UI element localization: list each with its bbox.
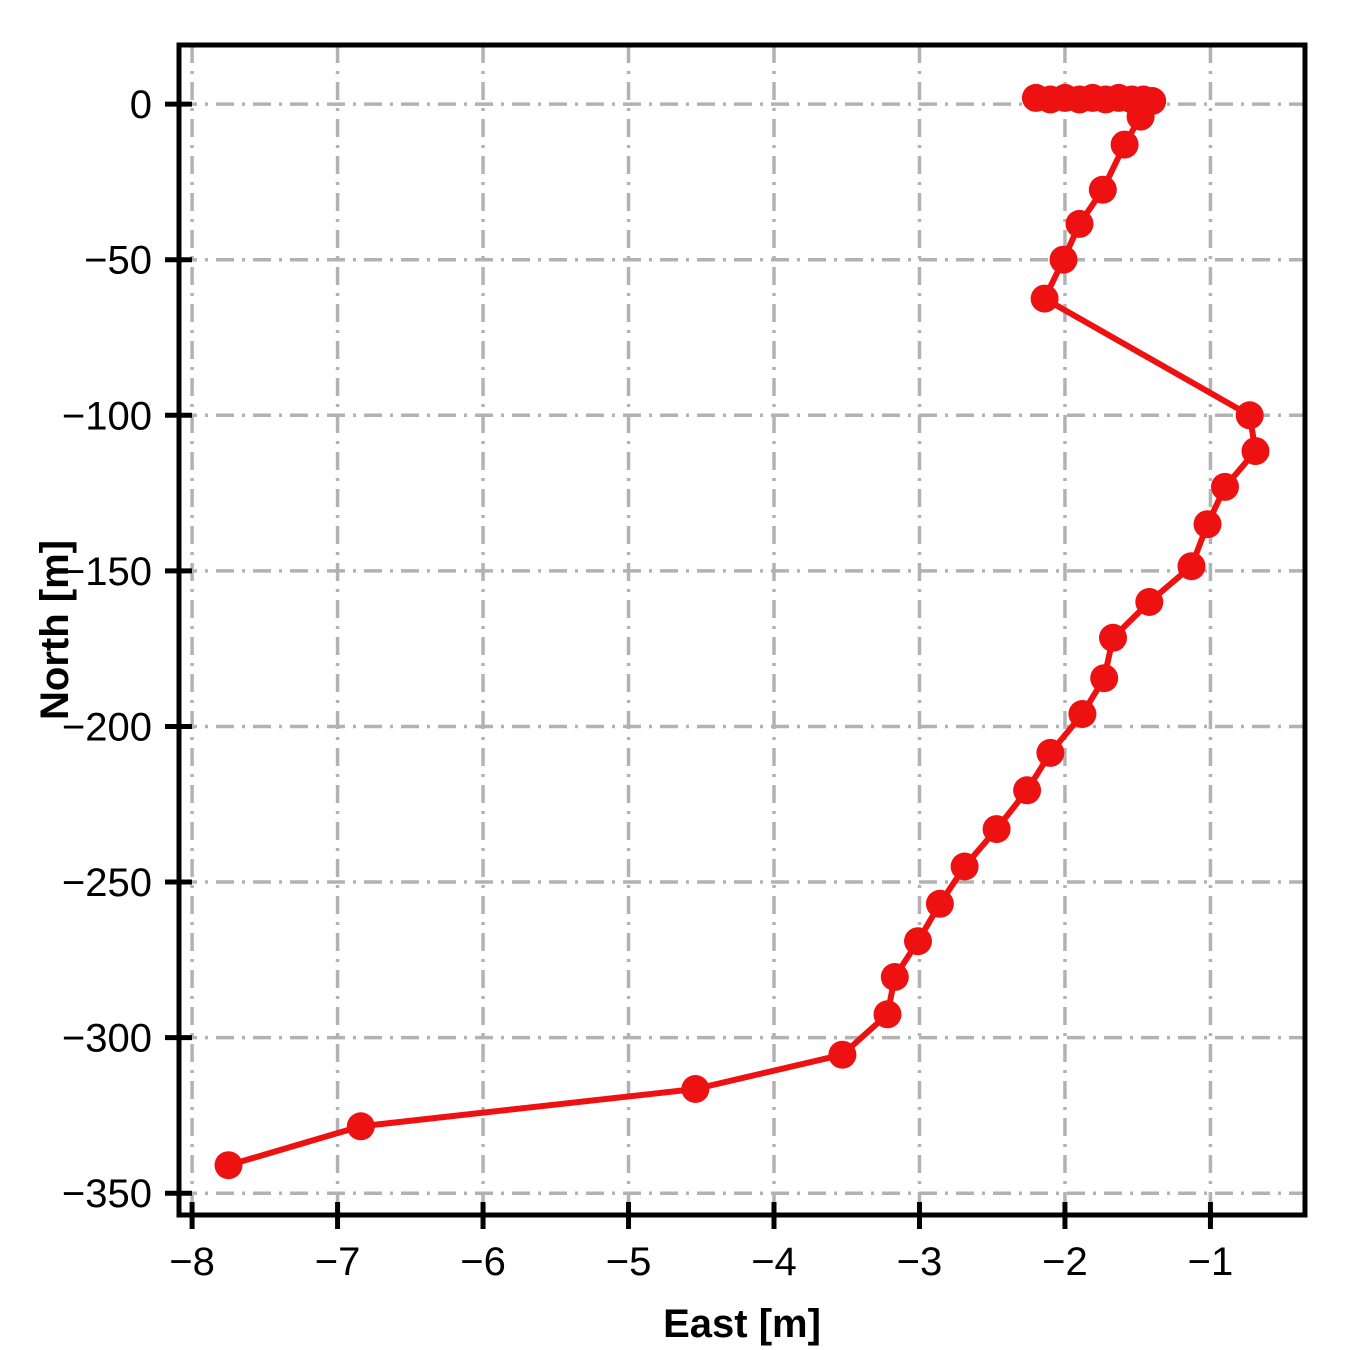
y-tick-label: −300 [62,1017,152,1061]
axes-frame [176,42,1308,1218]
grid-layer [179,45,1305,1215]
x-tick-label: −8 [169,1240,215,1284]
data-point [214,1151,243,1180]
y-axis-label: North [m] [33,540,77,720]
data-point [1211,472,1239,501]
data-point [1235,401,1264,430]
x-tick-label: −4 [751,1240,797,1284]
tick-layer [165,101,1213,1229]
y-tick-label: 0 [130,83,152,127]
data-point [828,1040,857,1069]
data-point [873,1000,902,1029]
data-point [1177,552,1206,581]
data-point [904,927,932,956]
x-tick-label: −2 [1042,1240,1088,1284]
data-point [1110,130,1139,159]
data-point [1241,437,1270,466]
data-point [1049,245,1078,274]
x-axis-label: East [m] [663,1302,821,1346]
y-tick-label: −350 [62,1172,152,1216]
data-point [1088,175,1117,204]
y-tick-label: −100 [62,394,152,438]
data-point [982,815,1011,844]
data-point [1135,588,1164,616]
data-point [1090,664,1119,693]
data-point [1030,284,1059,313]
data-point [1126,102,1155,131]
data-point [681,1075,710,1103]
data-point [1099,623,1127,652]
x-tick-label: −3 [897,1240,943,1284]
x-tick-label: −5 [606,1240,652,1284]
data-point [1065,209,1094,238]
data-point [1193,510,1222,539]
data-point [925,889,954,918]
data-point [1036,738,1065,767]
x-tick-label: −1 [1188,1240,1234,1284]
data-point [950,852,979,881]
y-tick-label: −250 [62,861,152,905]
x-tick-label: −7 [315,1240,361,1284]
tick-label-layer: −8 −7 −6 −5 −4 −3 −2 −1 0 −50 −100 −150 −200 −250 −300… [62,83,1233,1284]
data-point [1068,700,1097,728]
x-tick-label: −6 [460,1240,506,1284]
data-point [880,963,909,991]
data-point [1013,776,1042,805]
y-tick-label: −150 [62,550,152,594]
y-tick-label: −200 [62,705,152,749]
trajectory-series [214,83,1270,1180]
y-tick-label: −50 [84,239,152,283]
data-point [346,1112,375,1141]
